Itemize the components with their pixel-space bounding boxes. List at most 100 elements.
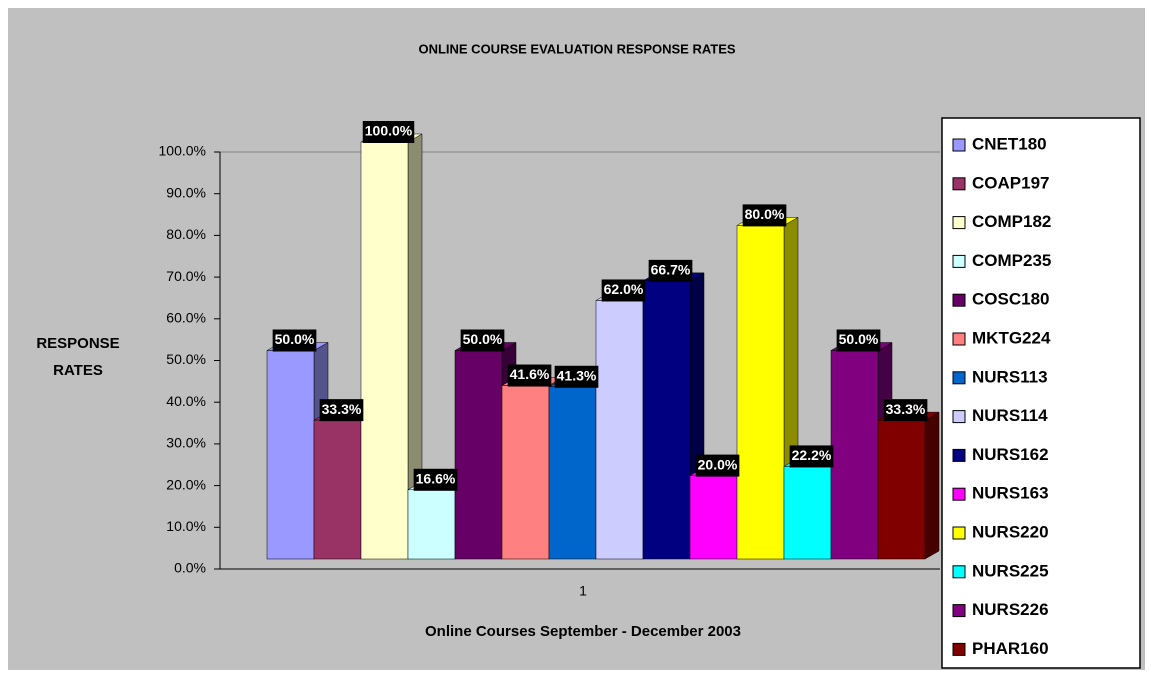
data-label: 16.6% [413,468,458,491]
legend-swatch [952,642,966,656]
y-tick-label: 90.0% [166,184,206,200]
y-tick-label: 10.0% [166,518,206,534]
data-label-text: 80.0% [745,206,785,222]
bar [595,300,644,560]
data-label-bg [789,445,834,468]
legend-swatch [952,526,966,540]
data-label: 22.2% [789,445,834,468]
data-label-text: 22.2% [792,447,832,463]
legend-swatch [952,410,966,424]
data-label: 62.0% [601,279,646,302]
data-label-bg [648,259,693,282]
legend-swatch [952,254,966,268]
bar [501,385,550,560]
data-label-bg [554,365,599,388]
data-label: 41.3% [554,365,599,388]
legend-swatch [952,371,966,385]
legend-swatch [952,565,966,579]
y-tick-label: 40.0% [166,393,206,409]
data-label-text: 50.0% [839,331,879,347]
data-label: 33.3% [319,399,364,422]
bar [689,475,738,560]
data-label: 41.6% [507,364,552,387]
data-label-text: 41.3% [557,367,597,383]
y-tick-label: 60.0% [166,310,206,326]
data-label: 50.0% [460,329,505,352]
chart-title: ONLINE COURSE EVALUATION RESPONSE RATES [418,41,735,56]
y-axis-title: RESPONSE RATES [36,335,120,379]
legend-swatch [952,604,966,618]
data-label-bg [413,468,458,491]
legend-swatch [952,448,966,462]
bar [266,350,315,560]
data-label-bg [836,329,881,352]
legend-swatch [952,138,966,152]
bar [454,350,503,560]
data-label: 50.0% [836,329,881,352]
y-tick-label: 0.0% [174,560,206,576]
data-label-text: 50.0% [463,331,503,347]
legend-swatch [952,216,966,230]
data-label: 33.3% [883,399,928,422]
x-axis-title: Online Courses September - December 2003 [425,623,741,640]
bar [830,350,879,560]
data-label-bg [319,399,364,422]
bar [360,141,409,560]
legend-label: COMP182 [972,212,1051,231]
bar [877,419,926,560]
legend-swatch [952,293,966,307]
data-label-text: 16.6% [416,470,456,486]
data-label-text: 20.0% [698,456,738,472]
legend-label: CNET180 [972,134,1047,153]
legend-swatch [952,332,966,346]
y-tick-label: 100.0% [159,143,206,159]
bar [407,489,456,560]
data-label-bg [695,454,740,477]
data-label-text: 50.0% [275,331,315,347]
legend-label: COSC180 [972,290,1049,309]
data-label-bg [460,329,505,352]
x-tick-label: 1 [579,583,587,599]
data-label: 50.0% [272,329,317,352]
data-label-text: 66.7% [651,262,691,278]
bar [313,419,362,560]
legend-box [941,117,1141,669]
legend-label: NURS225 [972,561,1049,580]
data-label: 100.0% [362,121,415,143]
data-label-bg [272,329,317,352]
data-label-text: 62.0% [604,281,644,297]
legend-swatch [952,487,966,501]
y-tick-label: 30.0% [166,435,206,451]
legend-label: COAP197 [972,173,1049,192]
legend-label: PHAR160 [972,639,1049,658]
legend-label: NURS226 [972,600,1049,619]
data-label-text: 33.3% [322,401,362,417]
legend-label: COMP235 [972,251,1051,270]
y-tick-label: 50.0% [166,351,206,367]
bar [548,386,597,560]
data-label-text: 41.6% [510,366,550,382]
data-label-bg [742,204,787,227]
data-label: 66.7% [648,259,693,282]
legend-label: NURS220 [972,522,1049,541]
data-label-text: 33.3% [886,401,926,417]
legend-swatch [952,177,966,191]
legend-label: NURS114 [972,406,1048,425]
y-tick-label: 20.0% [166,476,206,492]
bar [783,466,832,560]
data-label: 80.0% [742,204,787,227]
bar [736,225,785,560]
bar-side [924,411,940,560]
legend-label: NURS162 [972,445,1049,464]
y-tick-label: 80.0% [166,226,206,242]
data-label-bg [601,279,646,302]
legend-label: NURS163 [972,484,1049,503]
legend-label: MKTG224 [972,328,1051,347]
data-label: 20.0% [695,454,740,477]
legend-label: NURS113 [972,367,1048,386]
data-label-text: 100.0% [365,123,413,139]
data-label-bg [362,121,415,143]
data-label-bg [883,399,928,422]
